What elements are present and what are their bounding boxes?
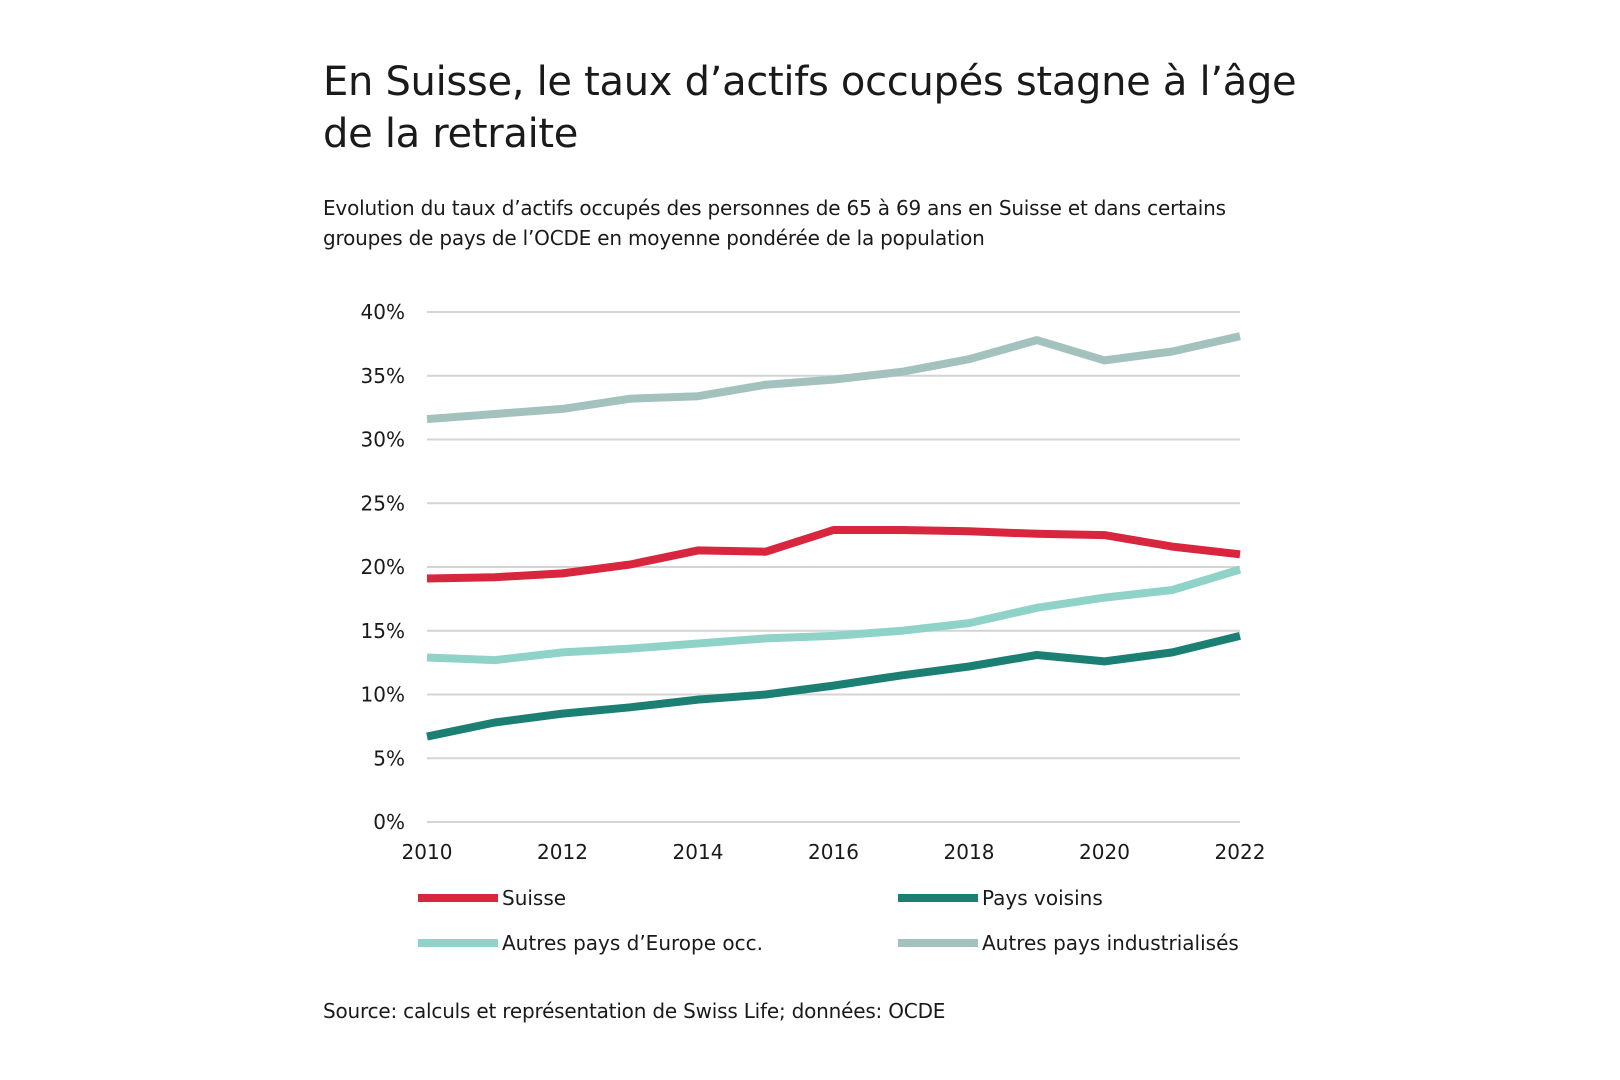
- legend: Suisse Pays voisins Autres pays d’Europe o…: [418, 886, 1239, 955]
- legend-item: Suisse: [418, 886, 566, 910]
- y-tick-label: 0%: [373, 810, 405, 834]
- legend-item: Pays voisins: [898, 886, 1103, 910]
- y-tick-label: 10%: [361, 683, 405, 707]
- x-tick-label: 2014: [673, 840, 724, 864]
- gridlines: [427, 311, 1240, 823]
- x-tick-label: 2010: [402, 840, 453, 864]
- x-tick-label: 2022: [1215, 840, 1266, 864]
- source-note: Source: calculs et représentation de Swi…: [323, 999, 946, 1023]
- legend-label: Autres pays industrialisés: [982, 931, 1239, 955]
- x-tick-label: 2016: [808, 840, 859, 864]
- y-tick-label: 35%: [361, 364, 405, 388]
- legend-label: Suisse: [502, 886, 566, 910]
- y-tick-label: 25%: [361, 491, 405, 515]
- x-tick-label: 2012: [537, 840, 588, 864]
- y-axis-tick-labels: 0% 5% 10% 15% 20% 25% 30% 35% 40%: [361, 300, 405, 834]
- series-lines: [426, 332, 1242, 741]
- legend-item: Autres pays d’Europe occ.: [418, 931, 763, 955]
- series-line-1: [426, 632, 1241, 741]
- chart-subtitle: Evolution du taux d’actifs occupés des p…: [323, 196, 1226, 250]
- y-tick-label: 5%: [373, 746, 405, 770]
- series-line-2: [426, 565, 1242, 665]
- legend-item: Autres pays industrialisés: [898, 931, 1239, 955]
- x-tick-label: 2018: [944, 840, 995, 864]
- series-line-3: [426, 332, 1241, 424]
- legend-label: Pays voisins: [982, 886, 1103, 910]
- y-tick-label: 40%: [361, 300, 405, 324]
- legend-label: Autres pays d’Europe occ.: [502, 931, 763, 955]
- y-tick-label: 20%: [361, 555, 405, 579]
- y-tick-label: 30%: [361, 428, 405, 452]
- x-tick-label: 2020: [1079, 840, 1130, 864]
- chart-title: En Suisse, le taux d’actifs occupés stag…: [323, 59, 1297, 157]
- y-tick-label: 15%: [361, 619, 405, 643]
- x-axis-tick-labels: 2010 2012 2014 2016 2018 2020 2022: [402, 840, 1266, 864]
- series-line-0: [426, 526, 1241, 583]
